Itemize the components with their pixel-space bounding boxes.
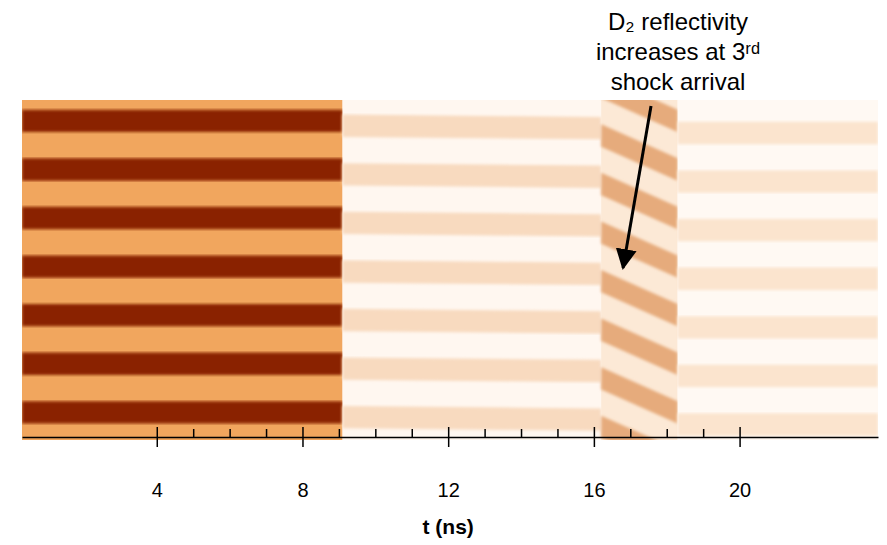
annotation: D₂ reflectivity increases at 3ʳᵈ shock arr… — [596, 8, 760, 268]
fringe — [22, 401, 343, 423]
x-tick-label: 4 — [152, 479, 163, 501]
minor-tick-line — [339, 429, 341, 437]
fringe — [601, 319, 677, 375]
x-tick: 16 — [583, 427, 605, 501]
fringe — [678, 122, 878, 144]
minor-tick — [339, 429, 340, 437]
minor-tick — [193, 429, 194, 437]
x-tick-line — [157, 427, 159, 447]
minor-tick — [375, 429, 376, 437]
streak-segment — [343, 100, 602, 440]
minor-tick-line — [557, 429, 559, 437]
minor-tick-line — [703, 429, 705, 437]
minor-tick-line — [193, 429, 195, 437]
annotation-text: D₂ reflectivity — [608, 8, 748, 35]
segment-ground — [22, 100, 343, 440]
minor-tick-line — [521, 429, 523, 437]
fringe — [343, 260, 602, 285]
chart: 4 8 12 16 20 t (ns) D₂ reflectivity increases a… — [0, 0, 887, 545]
fringe — [678, 316, 878, 338]
fringe — [601, 416, 677, 440]
minor-tick — [485, 429, 486, 437]
x-tick-label: 8 — [297, 479, 308, 501]
fringe — [678, 413, 878, 435]
fringe — [22, 158, 343, 180]
streak-segment — [678, 100, 878, 440]
minor-tick-line — [375, 429, 377, 437]
x-axis-title: t (ns) — [423, 515, 474, 538]
fringe — [678, 268, 878, 290]
x-tick-label: 16 — [583, 479, 605, 501]
fringe — [343, 115, 602, 140]
segment-ground — [678, 100, 878, 440]
x-tick-line — [302, 427, 304, 447]
minor-tick-line — [266, 429, 268, 437]
x-tick-label: 12 — [438, 479, 460, 501]
fringe — [22, 353, 343, 375]
fringe — [678, 365, 878, 387]
segment-ground — [601, 100, 677, 440]
segment-ground — [343, 100, 602, 440]
x-axis-line — [23, 437, 879, 439]
fringe — [22, 207, 343, 229]
minor-tick — [630, 429, 631, 437]
fringe — [678, 219, 878, 241]
fringe — [343, 163, 602, 188]
annotation-arrow — [623, 106, 651, 268]
fringe — [22, 110, 343, 132]
fringe — [601, 221, 677, 277]
annotation-text: increases at 3ʳᵈ — [596, 38, 760, 65]
minor-tick — [557, 429, 558, 437]
minor-tick-line — [484, 429, 486, 437]
fringe — [343, 309, 602, 334]
fringe — [343, 357, 602, 382]
fringe — [601, 270, 677, 326]
minor-tick — [230, 429, 231, 437]
minor-tick — [667, 429, 668, 437]
minor-tick — [521, 429, 522, 437]
minor-tick-line — [630, 429, 632, 437]
x-tick-line — [739, 427, 741, 447]
x-axis: 4 8 12 16 20 — [23, 427, 879, 501]
x-tick-line — [448, 427, 450, 447]
x-tick-line — [594, 427, 596, 447]
fringe — [22, 255, 343, 277]
fringe — [343, 406, 602, 431]
minor-tick — [266, 429, 267, 437]
x-tick: 20 — [729, 427, 751, 501]
minor-tick — [703, 429, 704, 437]
fringe — [343, 212, 602, 237]
x-tick: 4 — [152, 427, 163, 501]
minor-tick — [412, 429, 413, 437]
minor-tick-line — [229, 429, 231, 437]
fringe — [601, 367, 677, 423]
minor-tick-line — [666, 429, 668, 437]
x-tick-label: 20 — [729, 479, 751, 501]
streak-segment — [22, 100, 343, 440]
minor-tick-line — [412, 429, 414, 437]
streak-segment — [601, 100, 677, 440]
x-tick: 8 — [297, 427, 308, 501]
fringe — [601, 100, 677, 132]
plot-area — [22, 100, 878, 440]
fringe — [22, 304, 343, 326]
x-tick: 12 — [438, 427, 460, 501]
annotation-text: shock arrival — [611, 68, 746, 95]
fringe — [678, 170, 878, 192]
